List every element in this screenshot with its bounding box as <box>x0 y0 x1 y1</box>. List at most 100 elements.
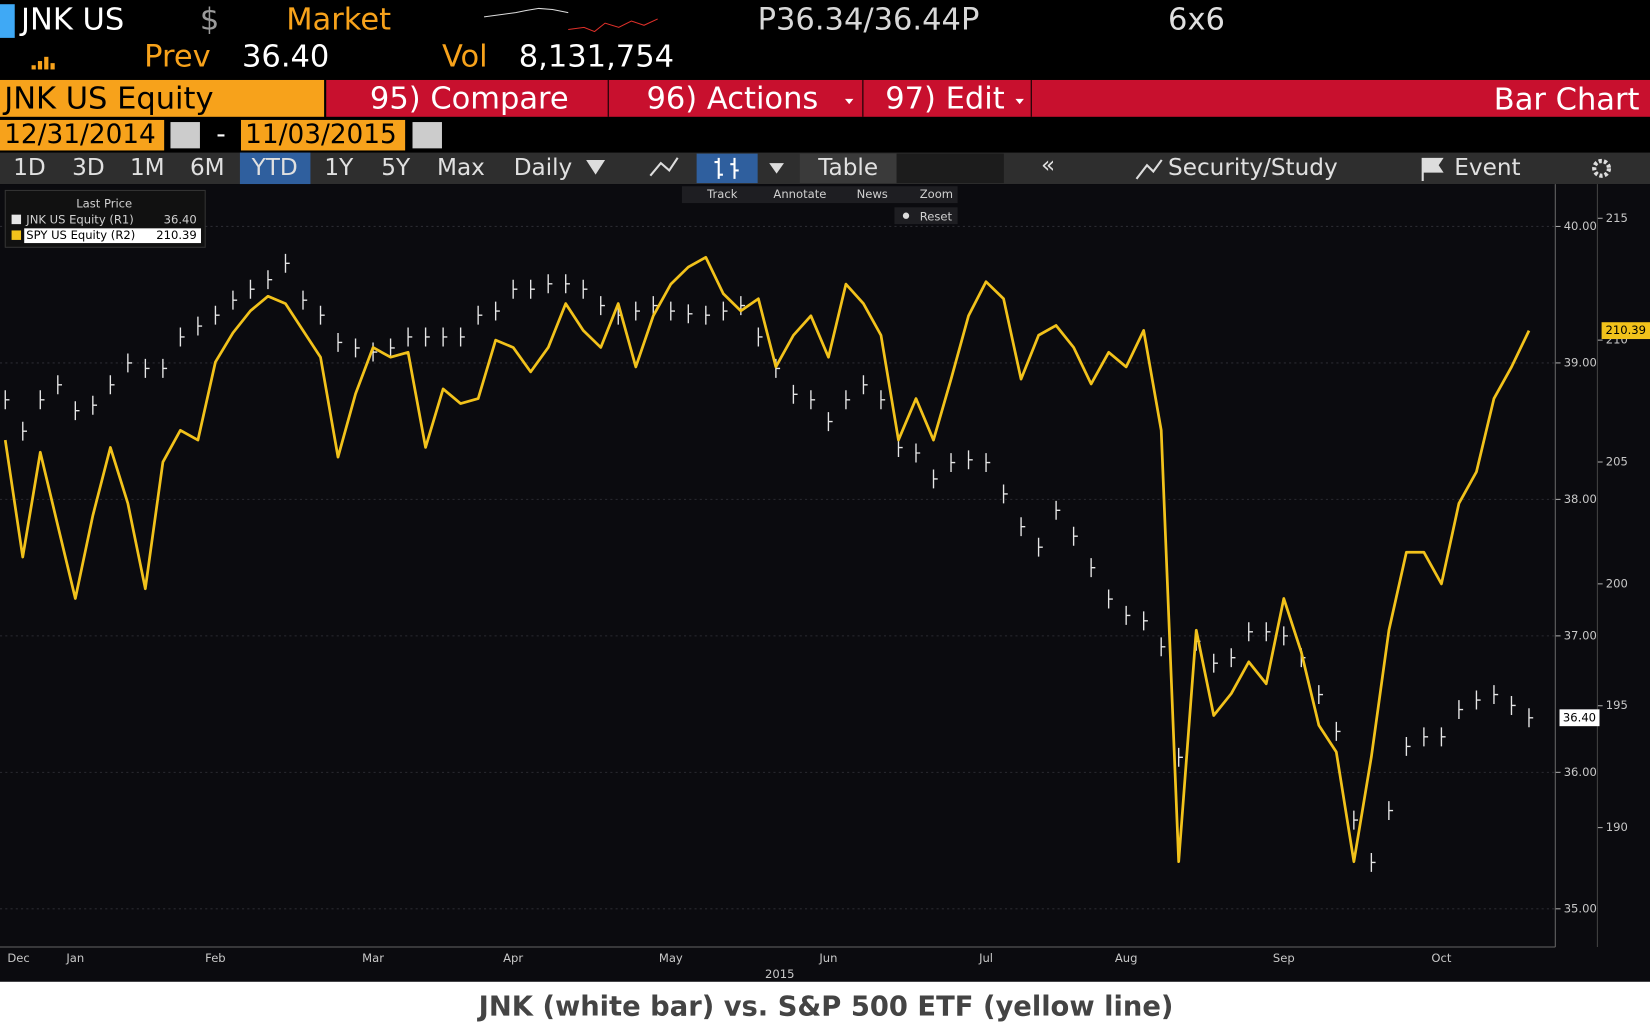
price-bar <box>1475 690 1481 710</box>
y2-tick-label: 195 <box>1606 698 1628 712</box>
tab[interactable]: 3D <box>72 155 105 181</box>
price-bar <box>424 327 430 347</box>
calendar-icon[interactable] <box>170 122 200 149</box>
price-bar <box>862 375 868 395</box>
toolbar-item[interactable]: Security/Study <box>1168 155 1338 181</box>
menu-item[interactable]: 96) Actions <box>646 81 818 116</box>
last-price-label: 210.39 <box>1606 323 1646 337</box>
price-bar <box>810 390 816 410</box>
chart-tool[interactable]: Zoom <box>920 187 953 201</box>
reset-button[interactable] <box>894 207 958 225</box>
active-tab[interactable] <box>239 152 311 185</box>
price-bar <box>635 301 640 321</box>
collapse-icon[interactable]: « <box>1041 153 1055 179</box>
table-button[interactable] <box>799 153 897 184</box>
tab[interactable]: 1M <box>130 155 165 181</box>
price-line <box>3 255 1531 864</box>
prev-value: 36.40 <box>242 39 329 74</box>
tab[interactable]: 5Y <box>381 155 411 181</box>
price-bar <box>249 279 255 299</box>
tab[interactable]: Max <box>437 155 485 181</box>
price-bar <box>1160 637 1166 657</box>
price-bar <box>22 421 27 441</box>
price-bar <box>1405 736 1411 756</box>
y-tick-label: 39.00 <box>1564 355 1597 369</box>
bar-chart-icon[interactable] <box>696 153 758 184</box>
toolbar-item[interactable]: Table <box>817 155 878 181</box>
legend-swatch <box>11 214 22 225</box>
price-bar <box>389 338 395 358</box>
price-bar <box>1388 801 1394 821</box>
chart-tool[interactable]: Track <box>706 187 738 201</box>
price-bar <box>827 412 833 432</box>
date-separator: - <box>216 120 226 150</box>
security[interactable]: JNK US Equity <box>2 81 213 116</box>
end-date[interactable]: 11/03/2015 <box>245 120 397 150</box>
reset-icon <box>902 212 910 219</box>
price-bar <box>1213 653 1218 673</box>
price-bar <box>1248 622 1253 642</box>
price-bar <box>337 332 343 352</box>
y-tick-label: 40.00 <box>1564 219 1597 233</box>
menu-item[interactable]: 95) Compare <box>370 81 569 116</box>
price-bar <box>1072 526 1078 546</box>
price-bar <box>197 316 203 336</box>
vol-value: 8,131,754 <box>519 39 674 74</box>
plot: 35.00 36.00 37.00 38.00 39.00 40.00 190 195 200 2… <box>0 184 1650 965</box>
price-bar <box>1090 558 1096 578</box>
price-bar <box>1125 605 1131 625</box>
price-bar <box>267 270 273 290</box>
caption: JNK (white bar) vs. S&P 500 ETF (yellow … <box>477 992 1174 1023</box>
price-bar <box>319 305 325 325</box>
price-bar <box>1440 727 1446 747</box>
chart-tool[interactable]: News <box>857 187 888 201</box>
line-chart-icon[interactable] <box>649 157 679 177</box>
price-bar <box>459 327 465 347</box>
volume-icon <box>31 56 55 70</box>
last-price-badge <box>1601 322 1650 340</box>
price-bar <box>1493 685 1499 705</box>
date-box[interactable] <box>0 119 165 151</box>
ticker: JNK US <box>19 3 124 38</box>
last-price-badge <box>1559 709 1600 727</box>
price-bar <box>652 296 658 316</box>
price-bar <box>565 274 570 294</box>
price-bar <box>1178 747 1183 767</box>
calendar-icon[interactable] <box>412 122 442 149</box>
legend-value: 210.39 <box>156 228 196 242</box>
price-bar <box>600 296 605 316</box>
date-box[interactable] <box>240 119 406 151</box>
price-bar <box>932 469 938 489</box>
y2-tick-label: 190 <box>1606 820 1628 834</box>
price-bar <box>1510 696 1516 715</box>
price-bar <box>1353 810 1359 830</box>
settings-icon[interactable] <box>1592 158 1612 178</box>
flag-icon <box>1421 157 1444 181</box>
toolbar-item[interactable]: Event <box>1454 155 1520 181</box>
tab[interactable]: 6M <box>190 155 225 181</box>
x-tick-label: May <box>659 951 683 965</box>
chart-tool[interactable]: Reset <box>920 209 953 223</box>
price-bar <box>477 305 483 325</box>
chart-tool[interactable]: Annotate <box>773 187 826 201</box>
y2-tick-label: 215 <box>1606 211 1628 225</box>
price-bar <box>722 301 728 321</box>
price-bar <box>950 453 956 473</box>
x-tick-label: Apr <box>503 951 523 965</box>
tab[interactable]: 1D <box>13 155 46 181</box>
tab[interactable]: YTD <box>251 155 298 181</box>
vol-label: Vol <box>442 39 488 74</box>
tab[interactable]: Daily <box>514 155 573 181</box>
chart-tools <box>681 186 958 204</box>
price-bar <box>1020 517 1026 537</box>
quote: P36.34/36.44P <box>758 3 980 38</box>
start-date[interactable]: 12/31/2014 <box>4 120 156 150</box>
legend-value: 36.40 <box>164 212 197 226</box>
menu-item[interactable]: 97) Edit <box>885 81 1005 116</box>
security-box[interactable] <box>0 79 325 117</box>
tab[interactable]: 1Y <box>324 155 354 181</box>
price-bar <box>179 327 185 347</box>
price-bar <box>880 390 886 410</box>
